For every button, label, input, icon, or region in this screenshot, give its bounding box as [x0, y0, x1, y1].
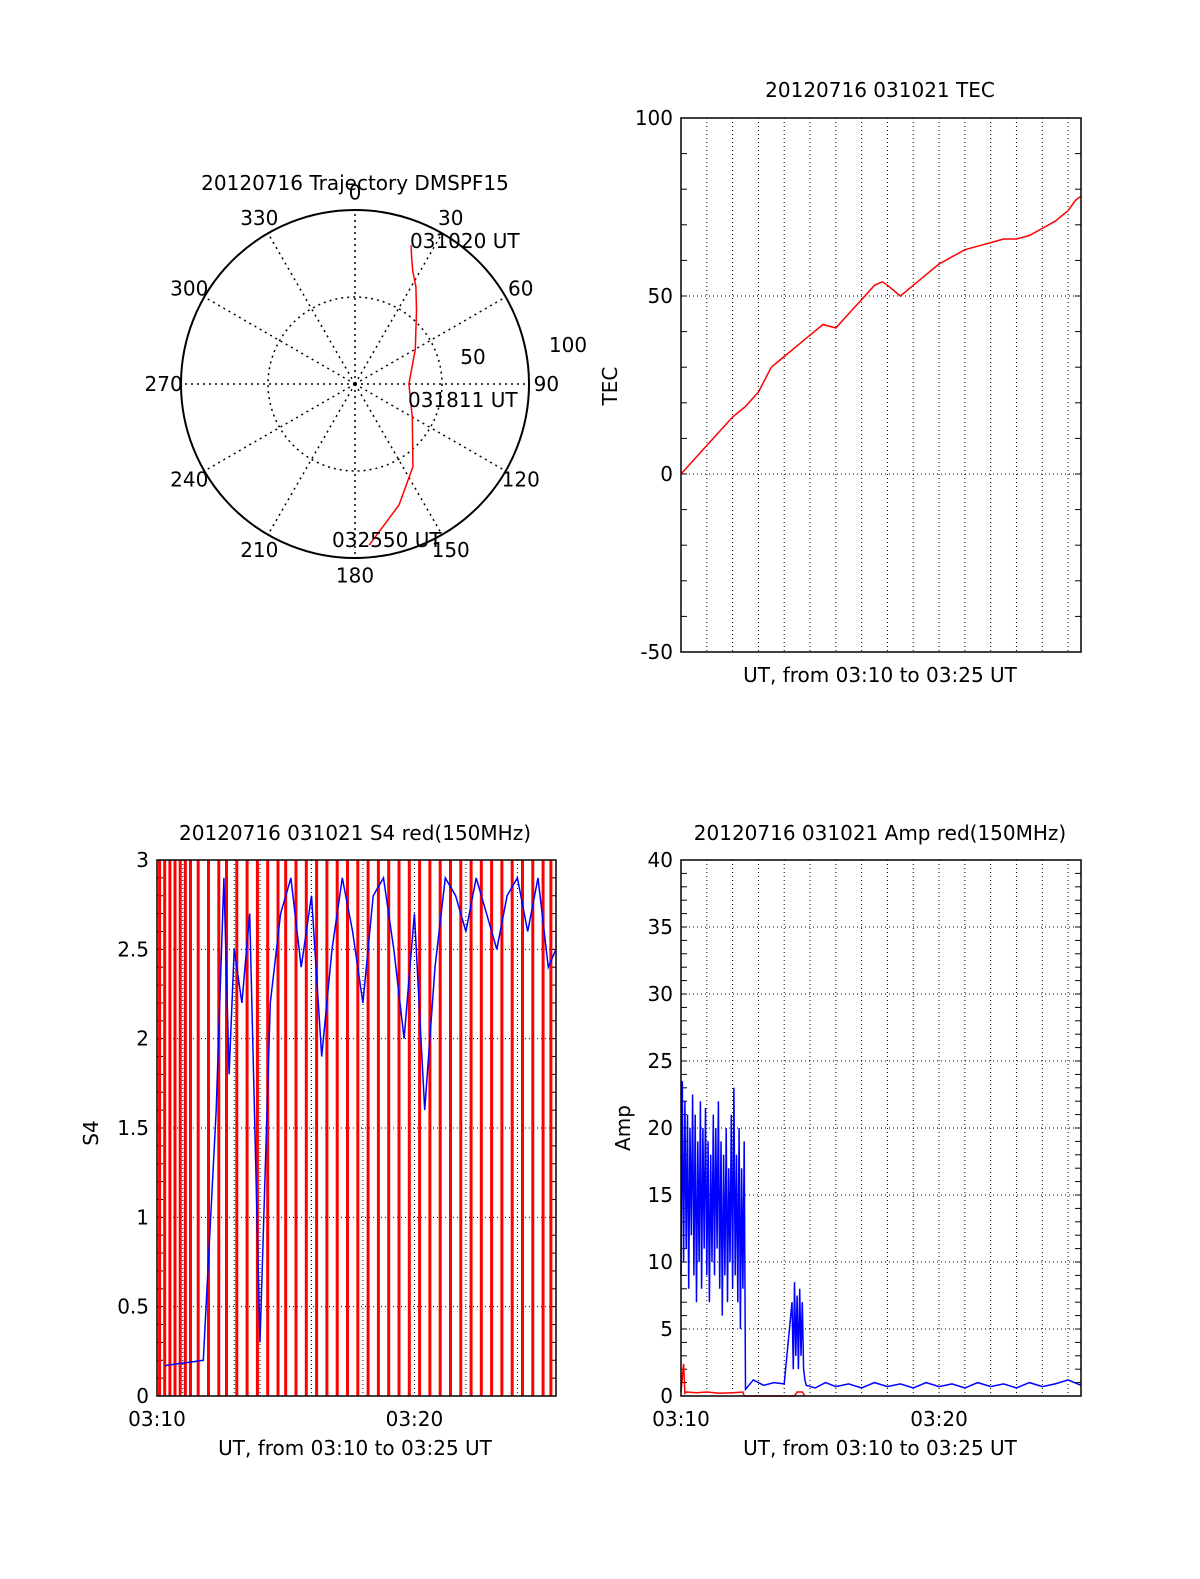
- s4-title: 20120716 031021 S4 red(150MHz): [179, 821, 531, 845]
- tec-ylabel: TEC: [598, 367, 622, 407]
- polar-azimuth-label: 60: [508, 276, 533, 300]
- y-tick-label: 50: [648, 284, 673, 308]
- polar-azimuth-label: 0: [349, 181, 362, 205]
- y-tick-label: 25: [648, 1049, 673, 1073]
- polar-azimuth-label: 30: [438, 206, 463, 230]
- polar-spoke: [354, 383, 507, 472]
- s4-xlabel: UT, from 03:10 to 03:25 UT: [218, 1436, 493, 1460]
- polar-annotation-mid: 031811 UT: [408, 388, 518, 412]
- series-red-spikes: [158, 860, 553, 1396]
- y-tick-label: 5: [660, 1317, 673, 1341]
- polar-azimuth-label: 180: [336, 563, 374, 587]
- polar-radial-label: 50: [460, 345, 485, 369]
- amp-title: 20120716 031021 Amp red(150MHz): [694, 821, 1066, 845]
- polar-labels: 0 30 60 90 120 150 180 210 240 270 300 330 50 100: [145, 181, 588, 588]
- polar-azimuth-label: 210: [240, 538, 278, 562]
- plot-frame: [680, 859, 1082, 1397]
- y-tick-label: 0: [136, 1384, 149, 1408]
- y-tick-label: 30: [648, 982, 673, 1006]
- polar-spoke: [203, 383, 356, 472]
- y-tick-label: 0.5: [117, 1295, 149, 1319]
- polar-panel: 20120716 Trajectory DMSPF15 0 30 60 90 120 15…: [145, 171, 588, 587]
- amp-panel: 20120716 031021 Amp red(150MHz) UT, from…: [611, 821, 1082, 1460]
- y-tick-label: 0: [660, 462, 673, 486]
- series-line-blue: [680, 1081, 1082, 1392]
- y-tick-label: 0: [660, 1384, 673, 1408]
- polar-outer-circle: [180, 209, 530, 559]
- polar-azimuth-label: 120: [502, 468, 540, 492]
- x-tick-label: 03:20: [386, 1407, 444, 1431]
- amp-xlabel: UT, from 03:10 to 03:25 UT: [743, 1436, 1018, 1460]
- series-line-blue: [164, 875, 557, 1367]
- polar-azimuth-label: 240: [170, 468, 208, 492]
- x-tick-label: 03:10: [652, 1407, 710, 1431]
- y-tick-label: 100: [635, 106, 673, 130]
- y-tick-label: 3: [136, 848, 149, 872]
- y-tick-label: 1: [136, 1205, 149, 1229]
- series-line-red: [680, 195, 1082, 475]
- y-tick-label: 2.5: [117, 937, 149, 961]
- plot-frame: [156, 859, 557, 1397]
- y-tick-label: 35: [648, 915, 673, 939]
- polar-grid: [180, 209, 530, 559]
- y-tick-label: 40: [648, 848, 673, 872]
- polar-annotation-start: 031020 UT: [410, 229, 520, 253]
- amp-plot: 0 5 10 15 20 25 30 35 40 03:10 03:20: [648, 848, 1082, 1431]
- series-line-red: [680, 1363, 806, 1397]
- s4-ylabel: S4: [79, 1120, 103, 1145]
- y-tick-label: 15: [648, 1183, 673, 1207]
- polar-annotation-end: 032550 UT: [332, 528, 442, 552]
- y-tick-label: 2: [136, 1027, 149, 1051]
- plot-frame: [680, 117, 1082, 653]
- polar-spoke: [354, 232, 443, 385]
- y-tick-label: -50: [640, 640, 673, 664]
- polar-spoke: [267, 232, 356, 385]
- y-tick-label: 10: [648, 1250, 673, 1274]
- polar-trajectory-line: [368, 245, 418, 546]
- tec-title: 20120716 031021 TEC: [765, 78, 995, 102]
- s4-plot: 0 0.5 1 1.5 2 2.5 3 03:10 03:20: [117, 848, 557, 1431]
- polar-title: 20120716 Trajectory DMSPF15: [201, 171, 509, 195]
- s4-panel: 20120716 031021 S4 red(150MHz) UT, from …: [79, 821, 557, 1460]
- tec-plot: -50 0 50 100: [635, 106, 1082, 664]
- tec-panel: 20120716 031021 TEC UT, from 03:10 to 03…: [598, 78, 1082, 687]
- polar-series: [368, 245, 418, 546]
- polar-azimuth-label: 300: [170, 276, 208, 300]
- tec-xlabel: UT, from 03:10 to 03:25 UT: [743, 663, 1018, 687]
- polar-spoke: [354, 383, 443, 536]
- polar-azimuth-label: 150: [432, 538, 470, 562]
- polar-inner-circle: [267, 296, 443, 472]
- polar-azimuth-label: 270: [145, 372, 183, 396]
- x-tick-label: 03:20: [910, 1407, 968, 1431]
- polar-azimuth-label: 330: [240, 206, 278, 230]
- polar-spoke: [267, 383, 356, 536]
- y-tick-label: 1.5: [117, 1116, 149, 1140]
- polar-radial-label: 100: [549, 333, 587, 357]
- polar-spoke: [203, 296, 356, 385]
- polar-spoke: [354, 296, 507, 385]
- y-tick-label: 20: [648, 1116, 673, 1140]
- amp-ylabel: Amp: [611, 1105, 635, 1151]
- x-tick-label: 03:10: [128, 1407, 186, 1431]
- polar-azimuth-label: 90: [534, 372, 559, 396]
